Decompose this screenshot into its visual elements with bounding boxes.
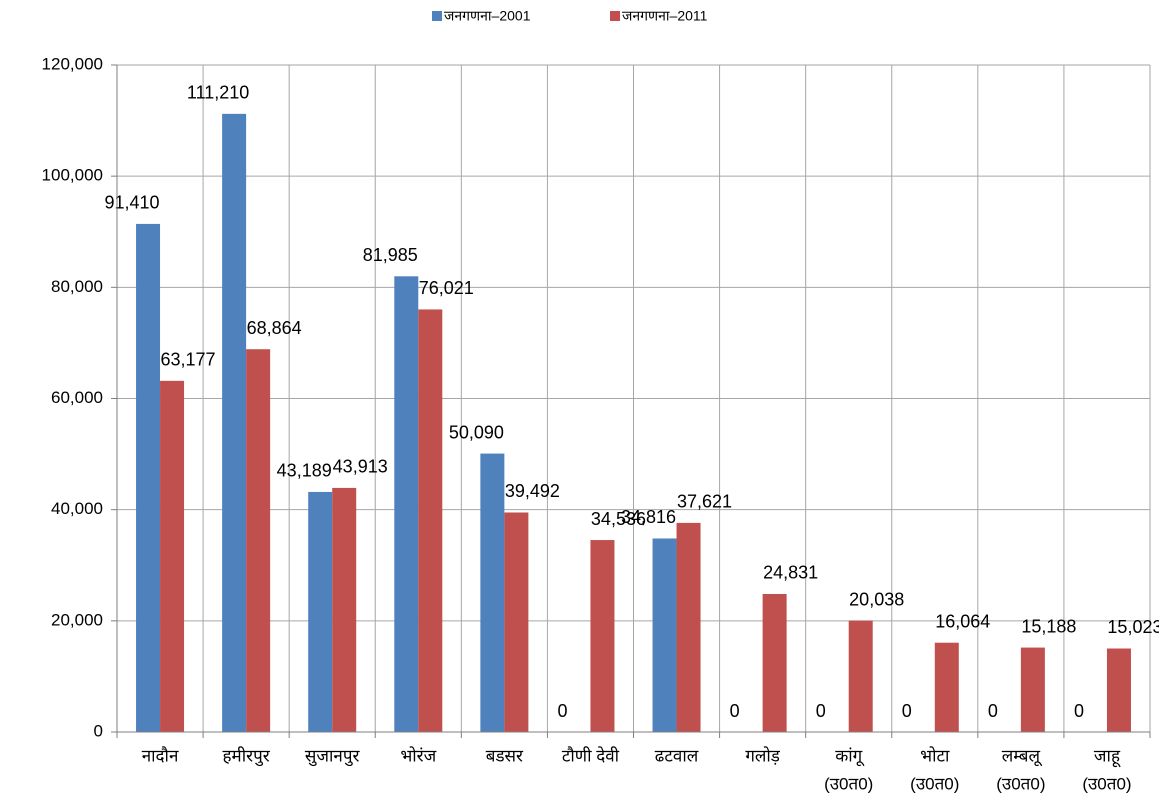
x-tick-label: भोटा <box>920 745 950 765</box>
x-tick-label: गलोड़ <box>745 745 780 765</box>
value-label: 43,189 <box>277 461 332 481</box>
value-label: 63,177 <box>161 350 216 370</box>
bar <box>504 512 529 732</box>
bar <box>1020 647 1045 732</box>
value-label: 50,090 <box>449 422 504 442</box>
value-label: 43,913 <box>333 457 388 477</box>
value-label: 111,210 <box>187 83 249 103</box>
x-tick-label: सुजानपुर <box>305 746 361 766</box>
x-tick-label: (उ0त0) <box>1082 774 1131 793</box>
legend-swatch <box>610 11 620 21</box>
value-label: 0 <box>1074 701 1084 721</box>
bar <box>1106 648 1131 732</box>
x-tick-label: भोरंज <box>400 745 436 765</box>
bar <box>762 593 787 732</box>
value-label: 39,492 <box>505 481 560 501</box>
value-label: 0 <box>816 701 826 721</box>
bar <box>590 540 615 732</box>
bar <box>934 642 959 732</box>
value-label: 0 <box>902 701 912 721</box>
bar <box>394 276 419 732</box>
x-tick-label: ढटवाल <box>655 746 699 765</box>
x-tick-label: जाहू <box>1094 746 1121 767</box>
value-label: 16,064 <box>935 611 990 631</box>
x-tick-label: लम्बलू <box>1002 746 1043 766</box>
value-label: 0 <box>557 701 567 721</box>
x-tick-label: टौणी देवी <box>562 745 620 765</box>
legend-label: जनगणना–2011 <box>622 8 708 24</box>
bar <box>418 309 443 732</box>
x-tick-label: बडसर <box>486 746 524 765</box>
y-tick-label: 0 <box>94 721 103 740</box>
bar <box>222 113 247 733</box>
x-tick-label: (उ0त0) <box>910 774 959 793</box>
value-label: 37,621 <box>677 492 732 512</box>
y-tick-label: 120,000 <box>42 54 103 73</box>
bar <box>160 380 185 732</box>
y-tick-label: 40,000 <box>51 499 103 518</box>
value-label: 24,831 <box>763 563 818 583</box>
y-tick-label: 60,000 <box>51 388 103 407</box>
bar <box>676 522 701 732</box>
value-label: 0 <box>730 701 740 721</box>
legend-label: जनगणना–2001 <box>444 8 531 24</box>
bar <box>848 620 873 732</box>
x-tick-label: कांगू <box>835 746 865 766</box>
value-label: 81,985 <box>363 245 418 265</box>
bar <box>246 349 271 732</box>
x-tick-label: (उ0त0) <box>996 774 1045 793</box>
value-label: 0 <box>988 701 998 721</box>
bar <box>480 453 505 732</box>
value-label: 15,188 <box>1021 616 1076 636</box>
value-label: 76,021 <box>419 278 474 298</box>
y-tick-label: 80,000 <box>51 277 103 296</box>
x-tick-label: हमीरपुर <box>223 745 271 766</box>
y-tick-label: 20,000 <box>51 610 103 629</box>
bar <box>652 538 677 732</box>
value-label: 15,023 <box>1107 617 1159 637</box>
value-label: 34,536 <box>591 509 646 529</box>
value-label: 34,816 <box>621 507 676 527</box>
x-tick-label: (उ0त0) <box>824 774 873 793</box>
value-label: 91,410 <box>105 193 160 213</box>
y-tick-label: 100,000 <box>42 166 103 185</box>
value-label: 68,864 <box>247 318 302 338</box>
x-tick-label: नादौन <box>142 745 179 765</box>
bar <box>136 223 161 732</box>
bar <box>332 487 357 732</box>
value-label: 20,038 <box>849 589 904 609</box>
bar <box>308 491 333 732</box>
legend-swatch <box>432 11 442 21</box>
